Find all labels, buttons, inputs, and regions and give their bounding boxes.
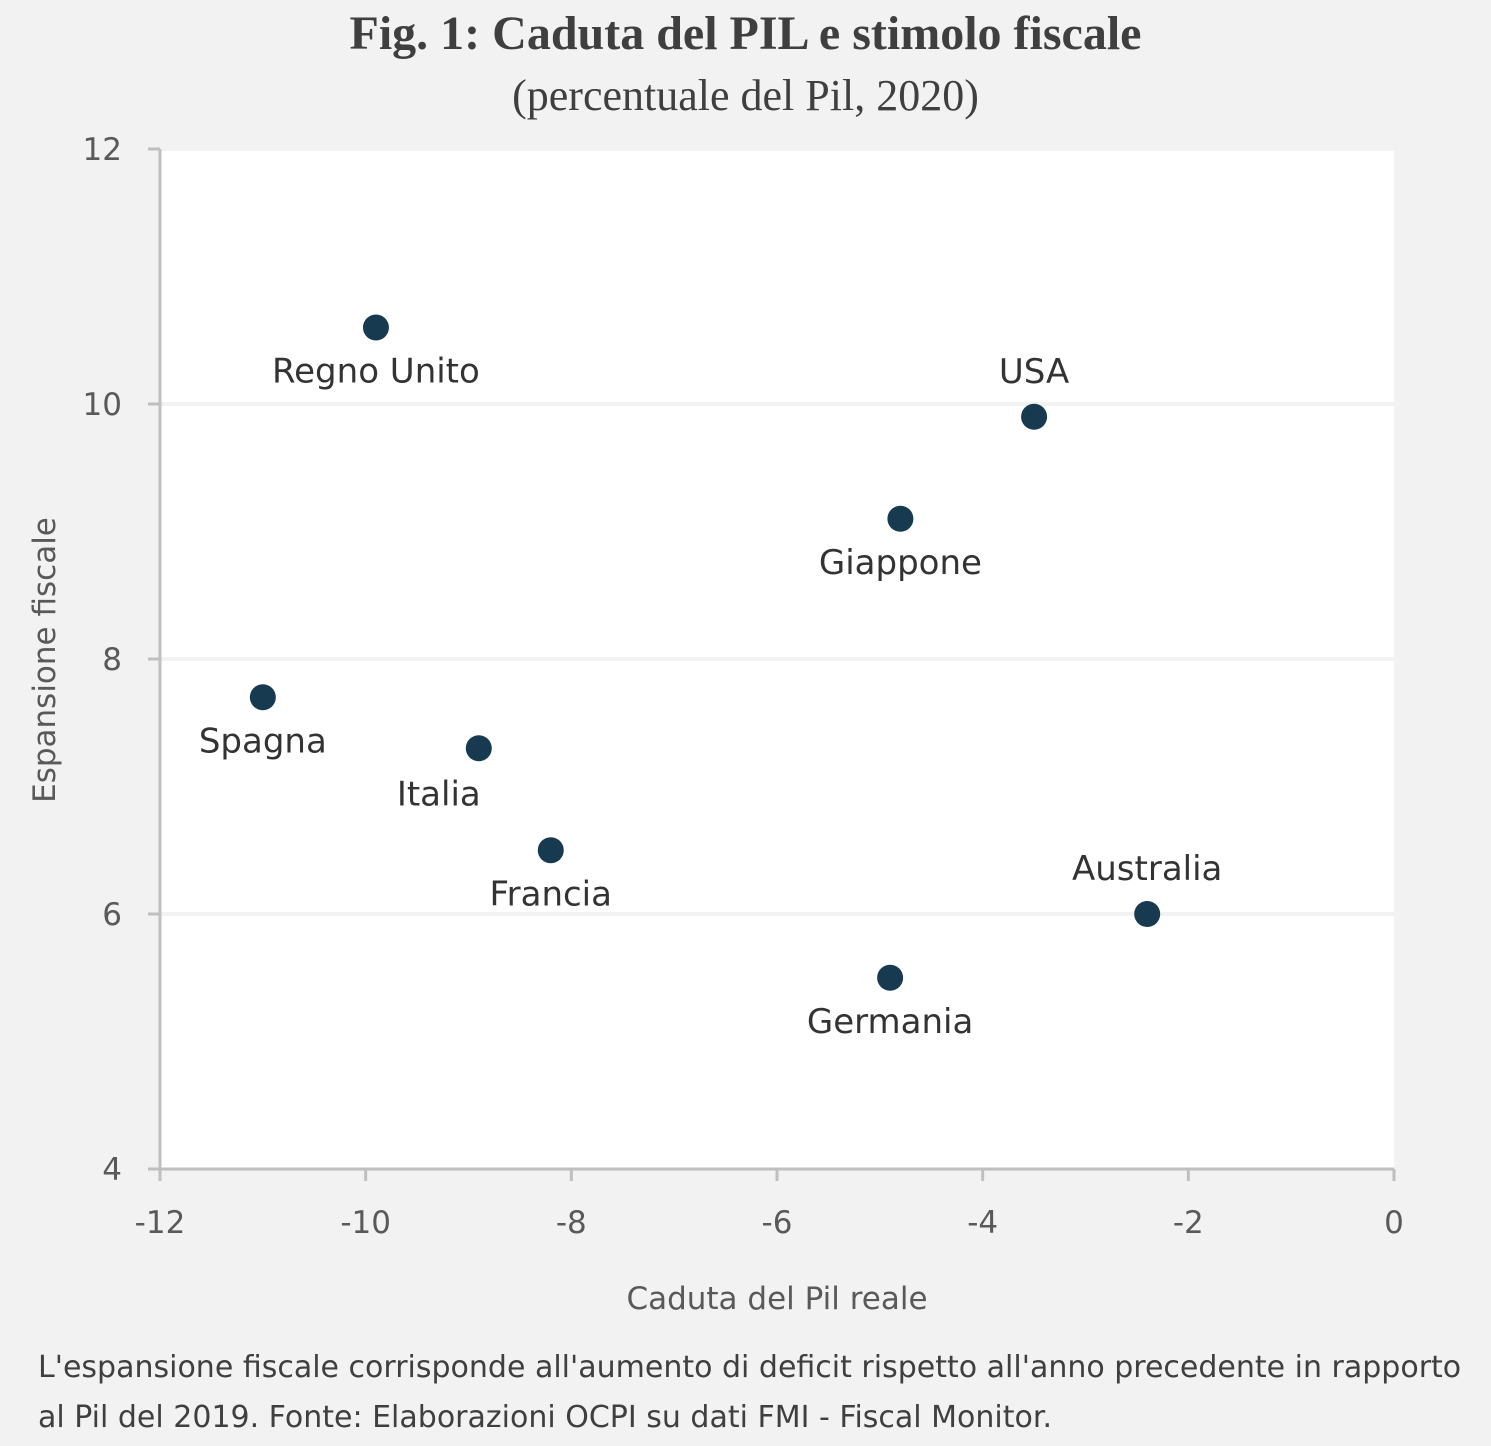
data-point bbox=[1134, 901, 1161, 927]
data-point bbox=[465, 735, 492, 762]
data-label: Spagna bbox=[199, 721, 327, 761]
x-tick-label: -2 bbox=[1173, 1205, 1204, 1241]
data-label: USA bbox=[999, 352, 1069, 392]
data-points bbox=[249, 314, 1161, 991]
data-label: Giappone bbox=[819, 543, 982, 583]
gridlines bbox=[160, 147, 1394, 916]
source-note: L'espansione fiscale corrisponde all'aum… bbox=[38, 1350, 1462, 1435]
data-point bbox=[537, 837, 564, 864]
data-point bbox=[362, 314, 389, 341]
y-axis-ticks: 4 6 8 10 12 bbox=[83, 132, 160, 1188]
x-axis-ticks: -12 -10 -8 -6 -4 -2 0 bbox=[135, 1169, 1404, 1241]
data-point bbox=[1021, 403, 1048, 430]
data-label: Regno Unito bbox=[272, 352, 480, 392]
y-axis-title: Espansione fiscale bbox=[27, 517, 63, 803]
chart-subtitle: (percentuale del Pil, 2020) bbox=[512, 71, 979, 120]
point-labels: Regno Unito USA Giappone Spagna Italia Franci… bbox=[199, 352, 1223, 1042]
data-label: Francia bbox=[490, 874, 612, 914]
x-tick-label: 0 bbox=[1384, 1205, 1404, 1241]
x-axis-title: Caduta del Pil reale bbox=[626, 1281, 927, 1317]
y-tick-label: 8 bbox=[102, 642, 122, 678]
x-tick-label: -10 bbox=[340, 1205, 391, 1241]
y-tick-label: 4 bbox=[102, 1152, 122, 1188]
data-label: Germania bbox=[807, 1002, 973, 1042]
x-tick-label: -12 bbox=[135, 1205, 186, 1241]
data-point bbox=[877, 964, 904, 991]
x-tick-label: -4 bbox=[967, 1205, 998, 1241]
data-label: Australia bbox=[1072, 849, 1222, 889]
x-tick-label: -6 bbox=[762, 1205, 793, 1241]
y-tick-label: 12 bbox=[83, 132, 122, 168]
chart-title: Fig. 1: Caduta del PIL e stimolo fiscale bbox=[349, 7, 1142, 60]
y-tick-label: 10 bbox=[83, 387, 122, 423]
data-label: Italia bbox=[397, 774, 481, 814]
x-tick-label: -8 bbox=[556, 1205, 587, 1241]
y-tick-label: 6 bbox=[102, 897, 122, 933]
data-point bbox=[887, 505, 914, 532]
data-point bbox=[249, 684, 276, 711]
